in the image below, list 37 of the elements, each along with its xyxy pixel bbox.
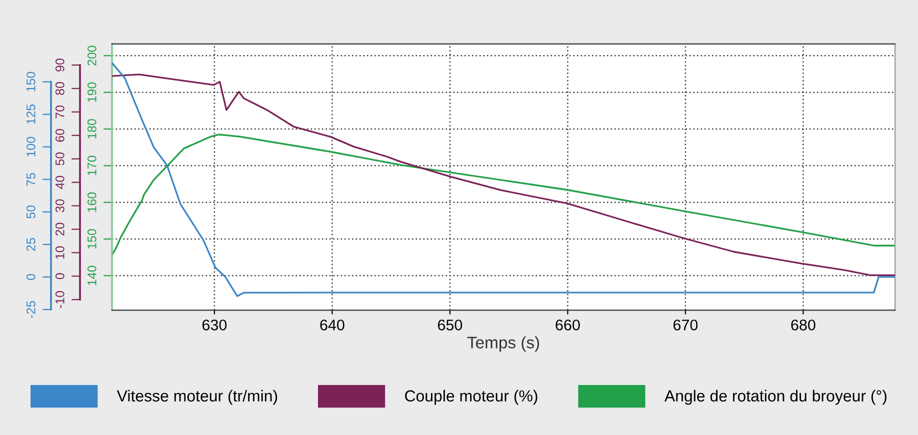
x-axis-title: Temps (s) xyxy=(467,336,540,352)
y3-tick-label: 100 xyxy=(26,136,36,156)
y-tick-label: 200 xyxy=(87,46,96,66)
y3-tick-label: 150 xyxy=(26,72,36,92)
x-tick-label: 670 xyxy=(673,320,698,330)
legend-label: Couple moteur (%) xyxy=(405,390,538,405)
y2-tick-label: -10 xyxy=(55,291,64,308)
y3-tick-label: 25 xyxy=(26,238,36,251)
y2-tick-label: 30 xyxy=(55,199,64,212)
y2-tick-label: 20 xyxy=(55,222,64,236)
y2-tick-label: 80 xyxy=(55,82,64,95)
y-tick-label: 150 xyxy=(87,229,96,248)
y3-tick-label: -25 xyxy=(26,300,36,318)
x-tick-label: 680 xyxy=(791,320,816,330)
legend-label: Angle de rotation du broyeur (°) xyxy=(664,390,886,405)
y2-tick-label: 60 xyxy=(55,128,64,142)
y2-tick-label: 10 xyxy=(55,246,64,259)
x-tick-label: 660 xyxy=(556,320,580,330)
legend-label: Vitesse moteur (tr/min) xyxy=(116,390,278,405)
x-tick-label: 650 xyxy=(438,320,462,330)
y3-tick-label: 50 xyxy=(26,205,36,218)
y2-tick-label: 70 xyxy=(55,105,64,118)
y-tick-label: 160 xyxy=(87,192,96,212)
y2-tick-label: 0 xyxy=(55,273,64,280)
y3-tick-label: 125 xyxy=(26,104,36,124)
y2-tick-label: 90 xyxy=(55,58,64,72)
y3-tick-label: 75 xyxy=(26,172,36,186)
x-tick-label: 640 xyxy=(320,320,344,330)
y3-tick-label: 0 xyxy=(26,274,36,280)
y-tick-label: 140 xyxy=(87,266,96,286)
line-series xyxy=(112,134,896,256)
y2-tick-label: 40 xyxy=(55,176,64,189)
y-tick-label: 170 xyxy=(87,156,96,176)
x-tick-label: 630 xyxy=(202,320,227,330)
y-tick-label: 180 xyxy=(87,119,96,138)
y-tick-label: 190 xyxy=(87,82,96,102)
y2-tick-label: 50 xyxy=(55,152,64,166)
